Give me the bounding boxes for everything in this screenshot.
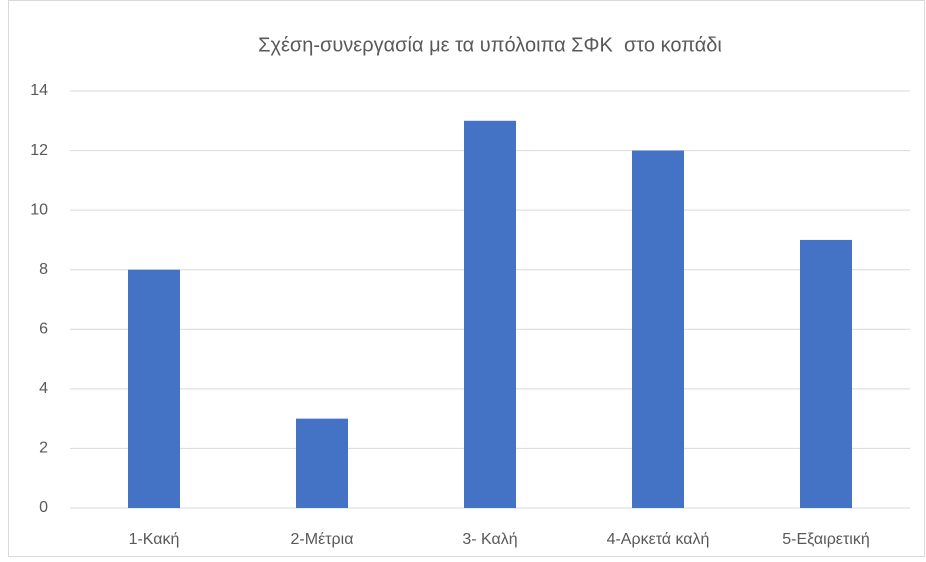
bar — [296, 418, 348, 508]
x-tick-label: 1-Κακή — [129, 531, 180, 548]
chart-title: Σχέση-συνεργασία με τα υπόλοιπα ΣΦΚ στο … — [258, 34, 722, 56]
y-tick-label: 14 — [30, 82, 48, 99]
bar — [128, 269, 180, 508]
x-tick-label: 3- Καλή — [462, 531, 517, 548]
y-tick-label: 6 — [39, 321, 48, 338]
bar — [800, 239, 852, 508]
x-tick-label: 2-Μέτρια — [291, 531, 354, 548]
bar — [464, 120, 516, 509]
y-tick-label: 12 — [30, 142, 48, 159]
y-tick-label: 4 — [39, 380, 48, 397]
x-tick-label: 5-Εξαιρετική — [782, 531, 869, 548]
y-tick-label: 0 — [39, 499, 48, 516]
y-tick-label: 8 — [39, 261, 48, 278]
x-tick-label: 4-Αρκετά καλή — [607, 531, 710, 548]
bar — [632, 150, 684, 509]
y-tick-label: 2 — [39, 440, 48, 457]
y-tick-label: 10 — [30, 201, 48, 218]
